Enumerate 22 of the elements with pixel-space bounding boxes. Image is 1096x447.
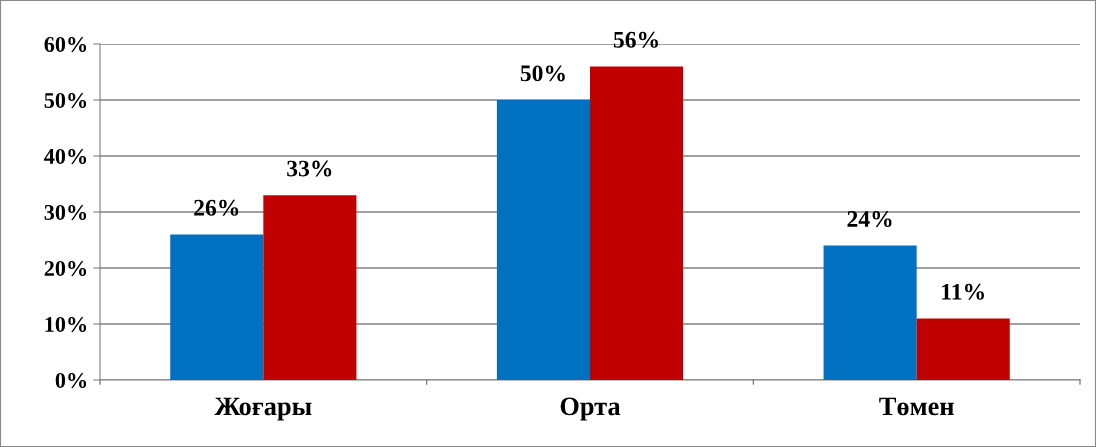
y-tick-label: 60% [44, 36, 87, 52]
bar [170, 234, 264, 380]
data-label: 33% [287, 160, 332, 177]
data-label: 24% [847, 210, 892, 227]
bar [496, 100, 590, 380]
bar [590, 66, 684, 380]
y-tick-label: 30% [44, 204, 87, 220]
bar [263, 195, 357, 380]
y-tick-label: 40% [44, 148, 87, 164]
bar [916, 318, 1010, 380]
y-tick-label: 50% [44, 92, 87, 108]
x-tick-label: Орта [560, 397, 621, 421]
bar [823, 245, 917, 380]
x-tick-label: Жоғары [214, 397, 312, 421]
y-tick-label: 10% [45, 316, 87, 332]
data-label: 56% [613, 31, 658, 48]
data-label: 26% [194, 199, 239, 216]
y-tick-label: 20% [44, 260, 87, 276]
data-label: 50% [520, 65, 565, 82]
y-tick-label: 0% [55, 372, 87, 388]
x-tick-label: Төмен [879, 397, 954, 416]
data-label: 11% [942, 283, 984, 300]
